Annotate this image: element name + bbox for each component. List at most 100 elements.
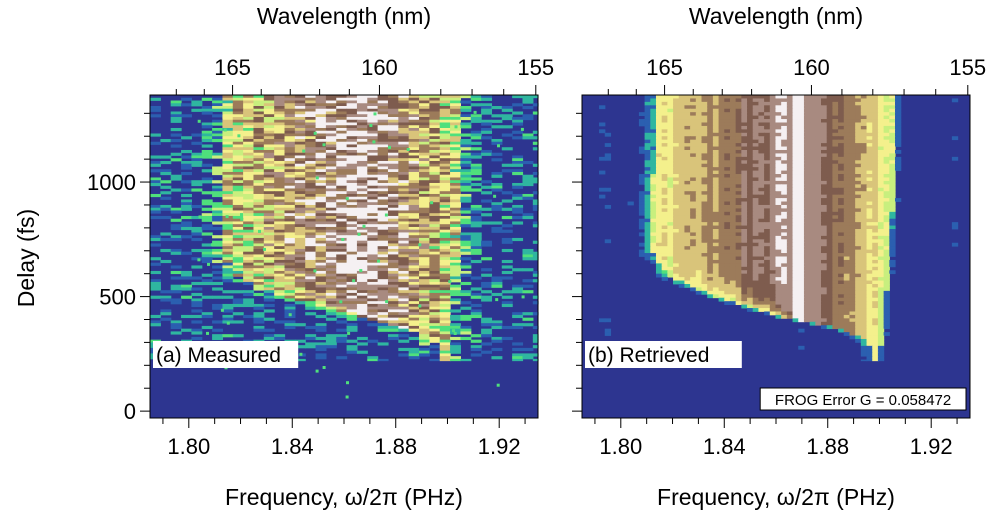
heatmap-cell (673, 211, 680, 216)
heatmap-cell (305, 138, 317, 143)
heatmap-cell (419, 180, 430, 184)
heatmap-cell (315, 210, 327, 214)
heatmap-cell (377, 193, 389, 198)
heatmap-cell (243, 136, 255, 140)
heatmap-cell (315, 323, 327, 327)
heatmap-cell (222, 237, 234, 242)
heatmap-cell (263, 171, 275, 176)
heatmap-cell (684, 246, 691, 251)
heatmap-cell (232, 207, 244, 211)
heatmap-cell (243, 270, 255, 275)
heatmap-cell (803, 194, 811, 199)
heatmap-cell (741, 153, 748, 158)
heatmap-cell (512, 323, 524, 327)
heatmap-cell (786, 225, 794, 230)
heatmap-cell (792, 259, 799, 264)
heatmap-cell (695, 211, 703, 216)
heatmap-cell (792, 235, 799, 240)
heatmap-cell (201, 108, 213, 112)
heatmap-cell (294, 171, 306, 176)
heatmap-cell (284, 133, 296, 137)
heatmap-cell (408, 224, 420, 228)
heatmap-cell (450, 191, 461, 195)
heatmap-cell (803, 239, 811, 244)
heatmap-cell (883, 259, 890, 264)
heatmap-cell (883, 253, 890, 257)
heatmap-cell (222, 309, 234, 313)
heatmap-cell (274, 270, 286, 275)
heatmap-cell (450, 185, 461, 189)
heatmap-cell (460, 196, 472, 200)
heatmap-cell (883, 198, 890, 202)
heatmap-cell (872, 215, 879, 220)
heatmap-cell (855, 253, 862, 257)
heatmap-cell (232, 248, 244, 253)
heatmap-cell (253, 116, 265, 121)
heatmap-cell (690, 122, 697, 127)
heatmap-cell (398, 174, 410, 178)
heatmap-cell (832, 156, 839, 161)
heatmap-cell (439, 224, 451, 228)
heatmap-cell (832, 198, 839, 202)
heatmap-cell (690, 177, 697, 182)
heatmap-cell (718, 170, 725, 175)
heatmap-cell (377, 108, 389, 112)
heatmap-cell (201, 180, 213, 184)
heatmap-cell (408, 265, 420, 269)
heatmap-cell (707, 115, 714, 120)
heatmap-cell (532, 334, 539, 338)
heatmap-cell (786, 263, 794, 268)
heatmap-cell (894, 112, 902, 117)
heatmap-cell (769, 208, 777, 213)
heatmap-cell (450, 199, 461, 203)
heatmap-cell (883, 95, 890, 99)
heatmap-cell (638, 204, 646, 209)
heatmap-cell (655, 239, 663, 244)
heatmap-cell (294, 292, 306, 297)
heatmap-cell (826, 146, 833, 151)
heatmap-cell (460, 251, 472, 255)
heatmap-cell (377, 158, 389, 162)
heatmap-cell (747, 225, 754, 230)
heatmap-cell (832, 139, 839, 144)
heatmap-cell (232, 204, 244, 209)
heatmap-cell (712, 194, 720, 199)
heatmap-cell (387, 317, 399, 321)
heatmap-cell (821, 242, 828, 247)
heatmap-cell (346, 303, 358, 308)
heatmap-cell (673, 242, 680, 247)
heatmap-cell (712, 98, 720, 103)
heatmap-cell (735, 101, 742, 106)
heatmap-cell (294, 204, 306, 209)
heatmap-cell (305, 284, 317, 288)
heatmap-cell (387, 196, 399, 200)
heatmap-cell (181, 180, 192, 184)
heatmap-cell (429, 108, 441, 112)
heatmap-cell (809, 201, 816, 206)
heatmap-cell (367, 226, 379, 231)
heatmap-cell (752, 246, 760, 251)
heatmap-cell (419, 122, 430, 126)
heatmap-cell (673, 225, 680, 230)
heatmap-cell (701, 160, 708, 165)
heatmap-cell (735, 170, 742, 175)
heatmap-cell (450, 169, 461, 173)
heatmap-cell (346, 270, 358, 275)
heatmap-cell (398, 160, 410, 165)
heatmap-cell (866, 242, 873, 247)
heatmap-cell (450, 240, 461, 244)
heatmap-cell (803, 163, 811, 168)
heatmap-cell (866, 249, 873, 254)
heatmap-cell (877, 125, 885, 130)
heatmap-cell (356, 254, 368, 258)
heatmap-cell (253, 237, 265, 242)
heatmap-cell (769, 112, 777, 117)
heatmap-cell (419, 309, 430, 313)
heatmap-cell (741, 136, 748, 141)
heatmap-cell (470, 114, 482, 118)
heatmap-cell (439, 138, 451, 143)
heatmap-cell (294, 232, 306, 236)
heatmap-cell (775, 253, 782, 257)
heatmap-cell (305, 312, 317, 316)
heatmap-cell (325, 133, 337, 137)
